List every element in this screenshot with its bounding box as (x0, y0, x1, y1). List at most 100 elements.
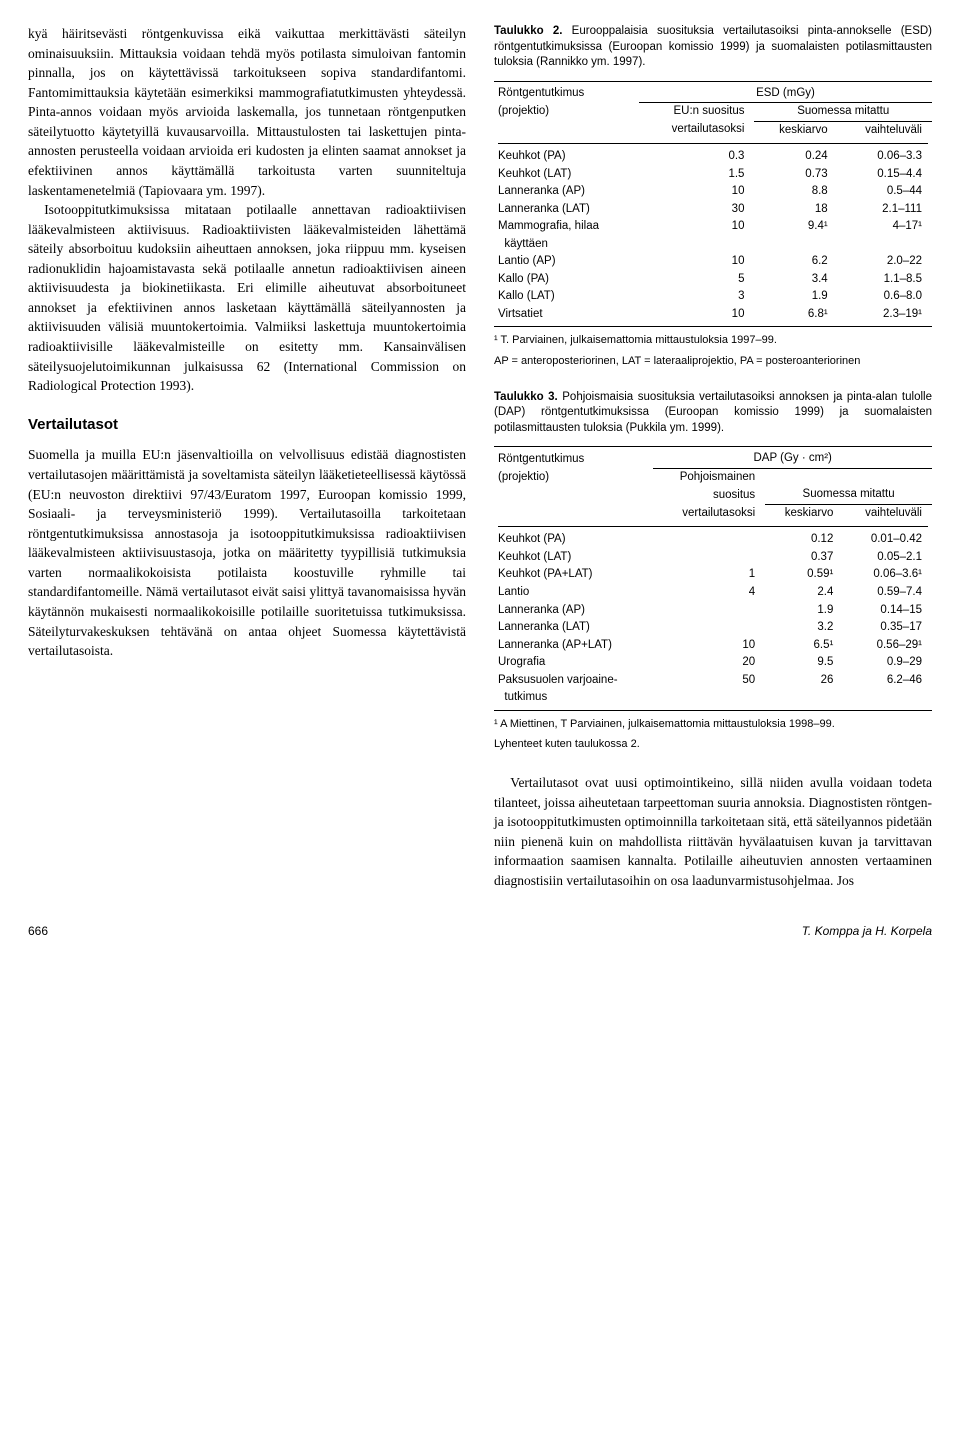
col-header: vaihteluväli (838, 121, 932, 139)
table3-caption-text: Pohjoismaisia suosituksia vertailutasoik… (494, 391, 932, 434)
cell: 20 (653, 654, 765, 672)
cell: 5 (639, 271, 755, 289)
table-row: Virtsatiet106.8¹2.3–19¹ (494, 306, 932, 324)
cell: 18 (754, 201, 837, 219)
col-header: (projektio) (494, 468, 653, 486)
cell: 8.8 (754, 183, 837, 201)
cell (843, 689, 932, 707)
table-header-row: suositus Suomessa mitattu (494, 486, 932, 504)
cell (754, 236, 837, 254)
cell: 3.2 (765, 619, 843, 637)
table-header-row: vertailutasoksi keskiarvo vaihteluväli (494, 121, 932, 139)
col-header: Suomessa mitattu (765, 486, 932, 504)
col-header: vertailutasoksi (653, 504, 765, 522)
cell: Lanneranka (LAT) (494, 201, 639, 219)
cell: 6.8¹ (754, 306, 837, 324)
table-row: Keuhkot (PA)0.120.01–0.42 (494, 531, 932, 549)
rule (498, 143, 928, 144)
col-header: Röntgentutkimus (494, 450, 653, 468)
cell: Urografia (494, 654, 653, 672)
cell: 1.9 (754, 288, 837, 306)
cell: 0.06–3.6¹ (843, 566, 932, 584)
col-header: keskiarvo (754, 121, 837, 139)
table-header-row: Röntgentutkimus ESD (mGy) (494, 85, 932, 103)
cell: 0.05–2.1 (843, 549, 932, 567)
table-row: Keuhkot (PA)0.30.240.06–3.3 (494, 148, 932, 166)
cell: 0.37 (765, 549, 843, 567)
cell: Keuhkot (LAT) (494, 549, 653, 567)
table3-caption: Taulukko 3. Pohjoismaisia suosituksia ve… (494, 390, 932, 437)
table2: Röntgentutkimus ESD (mGy) (projektio) EU… (494, 85, 932, 324)
cell: 0.12 (765, 531, 843, 549)
table-row: Lanneranka (AP)108.80.5–44 (494, 183, 932, 201)
cell: 2.4 (765, 584, 843, 602)
cell: 0.5–44 (838, 183, 932, 201)
table3: Röntgentutkimus DAP (Gy · cm²) (projekti… (494, 450, 932, 706)
col-header (843, 468, 932, 486)
cell: 10 (639, 183, 755, 201)
table2-caption: Taulukko 2. Eurooppalaisia suosituksia v… (494, 24, 932, 71)
table3-footnote: Lyhenteet kuten taulukossa 2. (494, 737, 932, 751)
cell: 0.14–15 (843, 602, 932, 620)
cell: 0.6–8.0 (838, 288, 932, 306)
table3-block: Taulukko 3. Pohjoismaisia suosituksia ve… (494, 390, 932, 751)
cell: Lantio (AP) (494, 253, 639, 271)
col-header: ESD (mGy) (639, 85, 932, 103)
table-header-row: (projektio) EU:n suositus Suomessa mitat… (494, 103, 932, 122)
cell: 2.1–111 (838, 201, 932, 219)
cell: 4–17¹ (838, 218, 932, 236)
col-header: Pohjoismainen (653, 468, 765, 486)
cell: 4 (653, 584, 765, 602)
table-row: Mammografia, hilaa109.4¹4–17¹ (494, 218, 932, 236)
cell: Lanneranka (AP) (494, 183, 639, 201)
cell: 6.5¹ (765, 637, 843, 655)
col-header: DAP (Gy · cm²) (653, 450, 932, 468)
table-header-row: (projektio) Pohjoismainen (494, 468, 932, 486)
table-row: käyttäen (494, 236, 932, 254)
cell: 9.4¹ (754, 218, 837, 236)
cell: 0.59¹ (765, 566, 843, 584)
col-header: Röntgentutkimus (494, 85, 639, 103)
cell: Paksusuolen varjoaine- (494, 672, 653, 690)
table-row: Keuhkot (LAT) 0.370.05–2.1 (494, 549, 932, 567)
table-row: Kallo (LAT)31.90.6–8.0 (494, 288, 932, 306)
cell: 26 (765, 672, 843, 690)
cell: Lanneranka (AP+LAT) (494, 637, 653, 655)
rule (494, 326, 932, 327)
rule (494, 446, 932, 447)
body-paragraph: Isotooppitutkimuksissa mitataan potilaal… (28, 200, 466, 396)
table2-footnote: ¹ T. Parviainen, julkaisemattomia mittau… (494, 333, 932, 347)
table-row: Lanneranka (LAT)30182.1–111 (494, 201, 932, 219)
table2-footnote: AP = anteroposteriorinen, LAT = lateraal… (494, 354, 932, 368)
body-paragraph: Suomella ja muilla EU:n jäsenvaltioilla … (28, 445, 466, 660)
cell: 3 (639, 288, 755, 306)
cell: tutkimus (494, 689, 653, 707)
table-row: Urografia209.50.9–29 (494, 654, 932, 672)
page-footer: 666 T. Komppa ja H. Korpela (28, 923, 932, 940)
cell: 0.24 (754, 148, 837, 166)
col-header: keskiarvo (765, 504, 843, 522)
cell: 10 (639, 253, 755, 271)
cell: Keuhkot (PA+LAT) (494, 566, 653, 584)
cell (653, 602, 765, 620)
cell: 0.56–29¹ (843, 637, 932, 655)
table-row: Keuhkot (LAT)1.50.730.15–4.4 (494, 166, 932, 184)
col-header (494, 121, 639, 139)
body-paragraph: kyä häiritsevästi röntgenkuvissa eikä va… (28, 24, 466, 200)
table3-caption-label: Taulukko 3. (494, 391, 558, 403)
cell: 30 (639, 201, 755, 219)
table-row: tutkimus (494, 689, 932, 707)
cell: 1.9 (765, 602, 843, 620)
cell: 1.1–8.5 (838, 271, 932, 289)
cell (653, 549, 765, 567)
left-column: kyä häiritsevästi röntgenkuvissa eikä va… (28, 24, 466, 891)
cell: 2.3–19¹ (838, 306, 932, 324)
table-header-row: vertailutasoksi keskiarvo vaihteluväli (494, 504, 932, 522)
cell: 0.73 (754, 166, 837, 184)
cell: 0.9–29 (843, 654, 932, 672)
table-row: Keuhkot (PA+LAT)10.59¹0.06–3.6¹ (494, 566, 932, 584)
table2-caption-label: Taulukko 2. (494, 25, 562, 37)
table-row: Lanneranka (AP+LAT)106.5¹0.56–29¹ (494, 637, 932, 655)
page-number: 666 (28, 923, 48, 940)
cell: 9.5 (765, 654, 843, 672)
